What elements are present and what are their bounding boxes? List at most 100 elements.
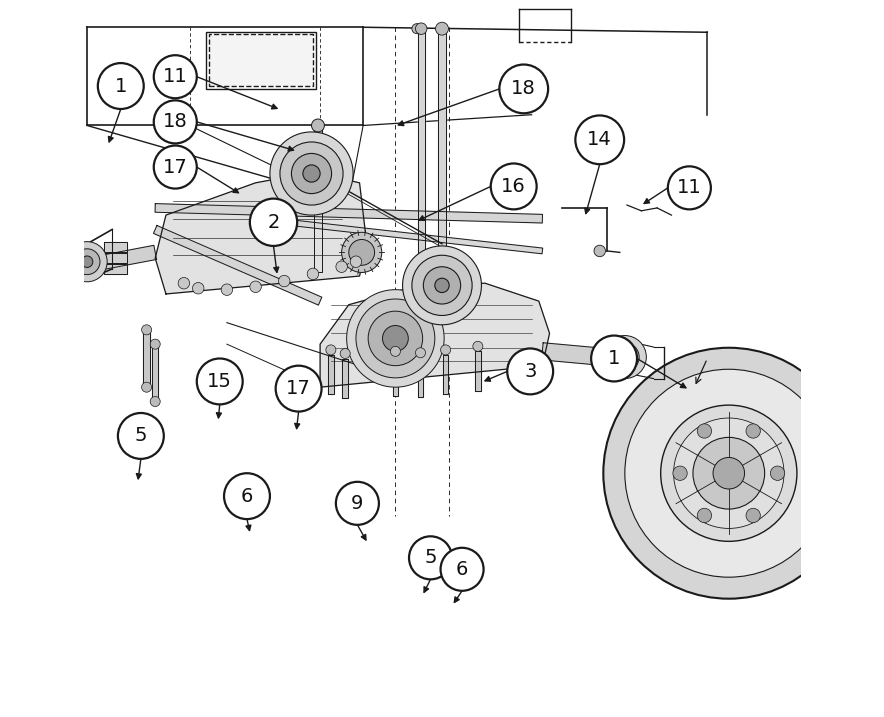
Circle shape <box>440 548 484 591</box>
Polygon shape <box>86 245 156 272</box>
Circle shape <box>673 466 687 480</box>
FancyBboxPatch shape <box>209 34 313 86</box>
Circle shape <box>308 268 318 280</box>
Circle shape <box>150 339 160 349</box>
Circle shape <box>349 239 375 265</box>
Text: 3: 3 <box>524 362 537 381</box>
Circle shape <box>311 119 324 132</box>
Circle shape <box>336 261 347 272</box>
Circle shape <box>221 284 232 295</box>
Circle shape <box>276 366 322 412</box>
Circle shape <box>770 466 785 480</box>
Circle shape <box>141 325 152 335</box>
Text: 11: 11 <box>163 67 187 86</box>
Circle shape <box>326 345 336 355</box>
Circle shape <box>250 281 262 293</box>
Circle shape <box>341 232 382 272</box>
Circle shape <box>368 311 423 366</box>
Circle shape <box>697 424 712 438</box>
Circle shape <box>154 100 197 143</box>
Polygon shape <box>315 129 322 272</box>
Circle shape <box>179 277 189 289</box>
Text: 2: 2 <box>267 213 279 232</box>
Circle shape <box>81 256 93 267</box>
Text: 5: 5 <box>424 549 437 567</box>
Circle shape <box>611 343 639 371</box>
Circle shape <box>415 348 425 358</box>
Circle shape <box>391 346 400 356</box>
Polygon shape <box>443 355 448 394</box>
Text: 17: 17 <box>163 158 187 176</box>
Text: 17: 17 <box>286 379 311 398</box>
Circle shape <box>270 132 353 215</box>
Circle shape <box>412 255 472 315</box>
Circle shape <box>402 246 482 325</box>
Circle shape <box>603 336 646 379</box>
Polygon shape <box>438 29 446 246</box>
Text: 18: 18 <box>163 113 187 131</box>
Circle shape <box>746 424 760 438</box>
Circle shape <box>436 22 448 35</box>
Circle shape <box>278 275 290 287</box>
Circle shape <box>423 267 461 304</box>
Circle shape <box>197 358 243 404</box>
Circle shape <box>713 457 744 489</box>
Polygon shape <box>392 356 399 396</box>
Circle shape <box>693 437 765 509</box>
Circle shape <box>603 348 854 599</box>
Circle shape <box>435 278 449 293</box>
Circle shape <box>667 166 711 209</box>
Polygon shape <box>103 253 126 263</box>
Polygon shape <box>156 172 367 294</box>
Circle shape <box>356 299 435 378</box>
Circle shape <box>383 326 408 351</box>
Circle shape <box>409 536 452 579</box>
Circle shape <box>74 249 100 275</box>
Text: 16: 16 <box>501 177 526 196</box>
Polygon shape <box>417 358 423 397</box>
Circle shape <box>575 115 624 164</box>
Polygon shape <box>320 283 550 387</box>
Text: 1: 1 <box>115 77 127 95</box>
Polygon shape <box>155 204 543 223</box>
Circle shape <box>625 369 833 577</box>
Text: 15: 15 <box>207 372 232 391</box>
Circle shape <box>499 65 548 113</box>
Text: 11: 11 <box>677 179 702 197</box>
Circle shape <box>437 24 447 34</box>
Circle shape <box>347 290 444 387</box>
Polygon shape <box>154 225 322 305</box>
Text: 6: 6 <box>456 560 469 579</box>
Text: 1: 1 <box>608 349 621 368</box>
Text: 5: 5 <box>134 427 147 445</box>
Circle shape <box>415 23 427 34</box>
Circle shape <box>118 413 164 459</box>
Circle shape <box>473 341 483 351</box>
Circle shape <box>340 348 350 358</box>
Polygon shape <box>103 264 126 274</box>
Circle shape <box>674 418 784 528</box>
Polygon shape <box>542 343 622 367</box>
Polygon shape <box>328 355 334 394</box>
Polygon shape <box>417 32 425 315</box>
Text: 9: 9 <box>351 494 363 513</box>
Circle shape <box>491 163 537 209</box>
Circle shape <box>193 282 204 294</box>
Circle shape <box>440 345 451 355</box>
Text: 14: 14 <box>587 130 612 149</box>
Polygon shape <box>255 216 543 254</box>
Circle shape <box>697 508 712 523</box>
Circle shape <box>336 482 379 525</box>
Circle shape <box>280 142 343 205</box>
Text: 18: 18 <box>511 80 536 98</box>
Circle shape <box>150 397 160 407</box>
Circle shape <box>412 24 422 34</box>
Circle shape <box>350 256 362 267</box>
Circle shape <box>224 473 270 519</box>
Circle shape <box>591 336 637 381</box>
Circle shape <box>154 55 197 98</box>
Circle shape <box>154 146 197 189</box>
Circle shape <box>507 348 553 394</box>
Circle shape <box>292 153 332 194</box>
Circle shape <box>98 63 144 109</box>
